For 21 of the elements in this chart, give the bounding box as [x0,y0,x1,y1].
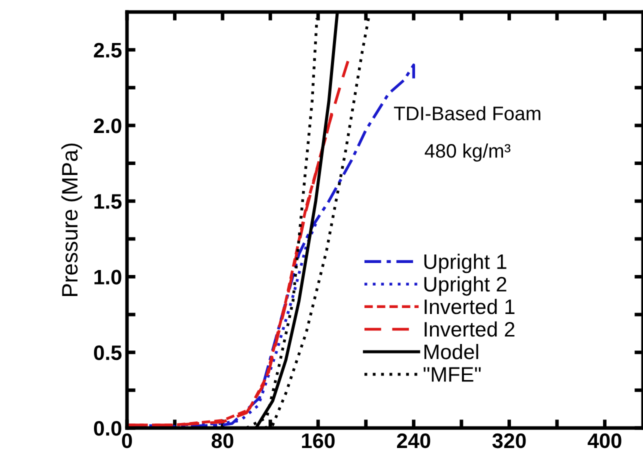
legend-label: "MFE" [424,367,481,382]
x-tick-label: 0 [122,433,132,448]
x-tick-label: 80 [212,433,234,448]
y-tick-label: 1.0 [94,270,122,284]
legend-label: Upright 1 [424,254,506,274]
y-tick-label: 1.5 [94,194,122,209]
y-axis-title: Pressure (MPa) [61,144,82,296]
y-tick-label: 0.5 [94,345,122,360]
legend-label: Inverted 1 [424,298,514,314]
y-tick-label: 2.5 [94,42,122,58]
text: 0.0 [94,421,122,436]
legend-label: Model [424,344,478,360]
x-tick-label: 160 [302,433,335,448]
x-tick-label: 320 [492,433,526,448]
x-tick-label: 400 [588,433,622,448]
x-tick-label: 240 [397,433,430,448]
legend-label: Inverted 2 [424,321,514,337]
annotation: TDI-Based Foam [394,106,540,120]
legend-label: Upright 2 [424,276,506,296]
y-tick-label: 2.0 [94,118,122,134]
annotation: 480 kg/m³ [424,144,510,162]
